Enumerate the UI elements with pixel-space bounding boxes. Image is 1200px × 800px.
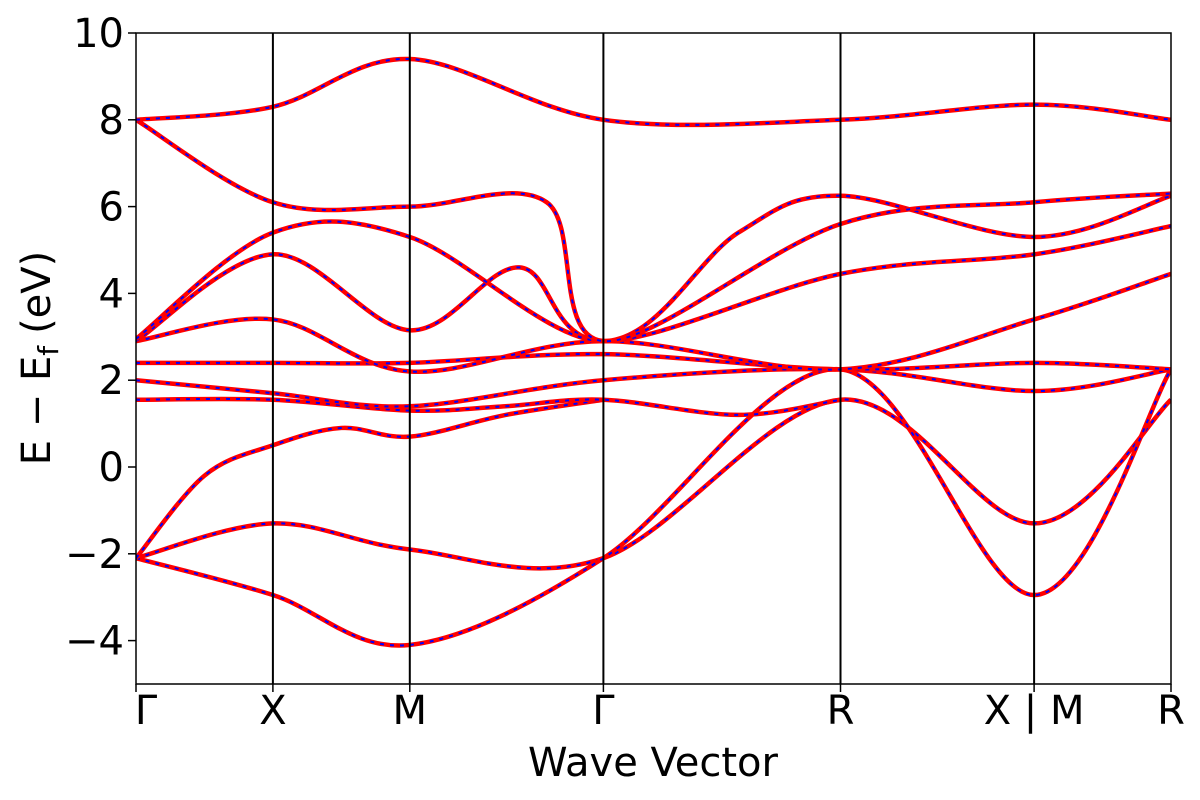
y-tick-label: −2 [65,532,124,578]
y-tick-label: 6 [99,185,124,231]
x-tick-label: X | M [984,688,1085,734]
band-line-dashed-3 [136,398,604,559]
band-line-5 [136,366,1171,409]
y-tick-label: −4 [65,619,124,665]
x-axis-title: Wave Vector [528,740,779,786]
y-tick-label: 8 [99,98,124,144]
x-axis-ticks: Γ X M Γ R X | M R [135,684,1185,734]
band-line-dashed-4 [136,397,841,416]
band-line-dashed-8 [136,225,1171,343]
y-axis-ticks: −4 −2 0 2 4 6 8 10 [65,11,136,665]
y-tick-label: 10 [73,11,124,57]
y-axis-title-main: E − E [14,356,60,466]
band-line-10 [136,117,1171,344]
x-tick-label: R [827,688,855,734]
x-tick-label: R [1157,688,1185,734]
band-line-dashed-6 [136,353,1171,371]
high-symmetry-lines [271,33,1036,684]
y-tick-label: 0 [99,445,124,491]
y-axis-title-unit: (eV) [14,251,60,334]
band-line-dashed-2 [136,368,1171,647]
plot-frame [135,32,1172,685]
x-tick-label: X [259,688,286,734]
y-axis-title-subscript: f [32,345,65,356]
band-line-dashed-11 [136,58,1171,126]
x-tick-label: M [393,688,428,734]
y-axis-title: E − Ef (eV) [14,251,65,466]
x-tick-label: Γ [135,688,158,734]
band-line-9 [136,193,1171,344]
x-tick-label: Γ [592,688,615,734]
y-tick-label: 2 [99,358,124,404]
y-tick-label: 4 [99,271,124,317]
